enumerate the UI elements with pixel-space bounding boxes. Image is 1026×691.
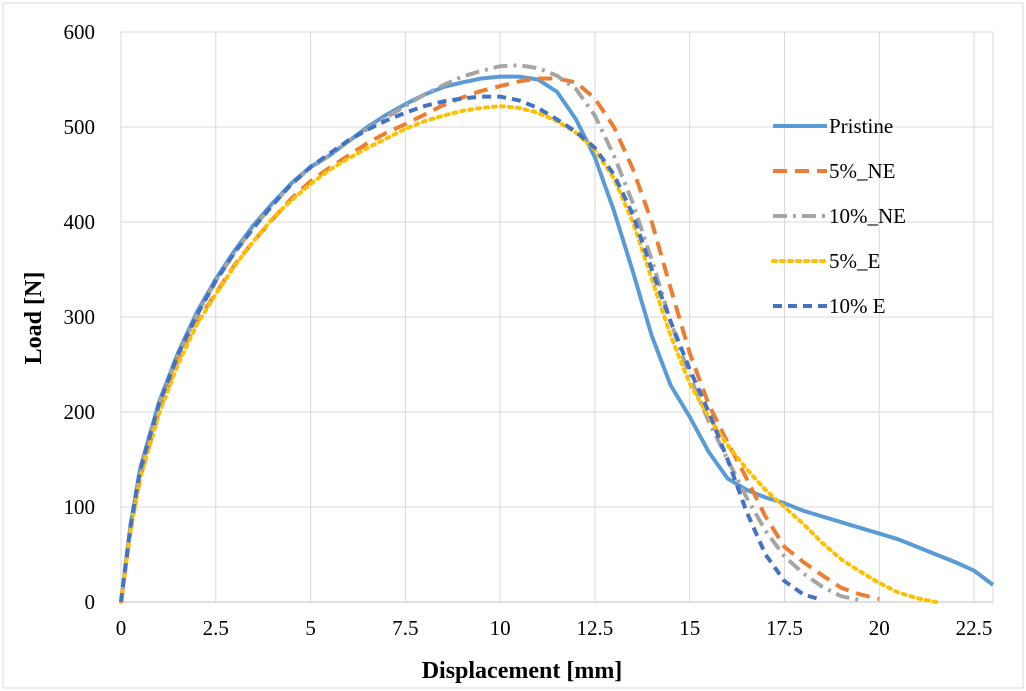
x-tick-label: 12.5 — [577, 616, 614, 640]
y-tick-label: 500 — [64, 115, 96, 139]
legend: Pristine 5%_NE 10%_NE 5%_E 10% E — [771, 114, 906, 318]
y-tick-label: 400 — [64, 210, 96, 234]
x-tick-label: 0 — [116, 616, 127, 640]
y-tick-label: 300 — [64, 305, 96, 329]
y-tick-label: 200 — [64, 400, 96, 424]
series-lines — [119, 63, 995, 604]
series-line-4 — [119, 94, 823, 603]
y-axis-title: Load [N] — [21, 272, 47, 365]
y-tick-label: 100 — [64, 495, 96, 519]
series-line-0 — [119, 74, 995, 603]
legend-label: Pristine — [829, 114, 893, 138]
x-tick-label: 7.5 — [392, 616, 418, 640]
x-tick-label: 15 — [679, 616, 700, 640]
x-tick-label: 2.5 — [203, 616, 229, 640]
y-tick-label: 0 — [85, 590, 96, 614]
gridlines — [120, 31, 994, 603]
x-tick-label: 22.5 — [956, 616, 993, 640]
y-tick-labels: 0 100 200 300 400 500 600 — [64, 20, 96, 614]
x-axis-title: Displacement [mm] — [422, 658, 623, 684]
legend-label: 10%_NE — [829, 204, 906, 228]
series-line-3 — [119, 104, 939, 604]
y-tick-label: 600 — [64, 20, 96, 44]
x-tick-labels: 0 2.5 5 7.5 10 12.5 15 17.5 20 22.5 — [116, 616, 993, 640]
legend-label: 10% E — [829, 294, 886, 318]
x-tick-label: 10 — [490, 616, 511, 640]
legend-label: 5%_E — [829, 249, 880, 273]
legend-label: 5%_NE — [829, 159, 896, 183]
x-tick-label: 20 — [869, 616, 890, 640]
x-tick-label: 17.5 — [766, 616, 803, 640]
x-tick-label: 5 — [305, 616, 316, 640]
